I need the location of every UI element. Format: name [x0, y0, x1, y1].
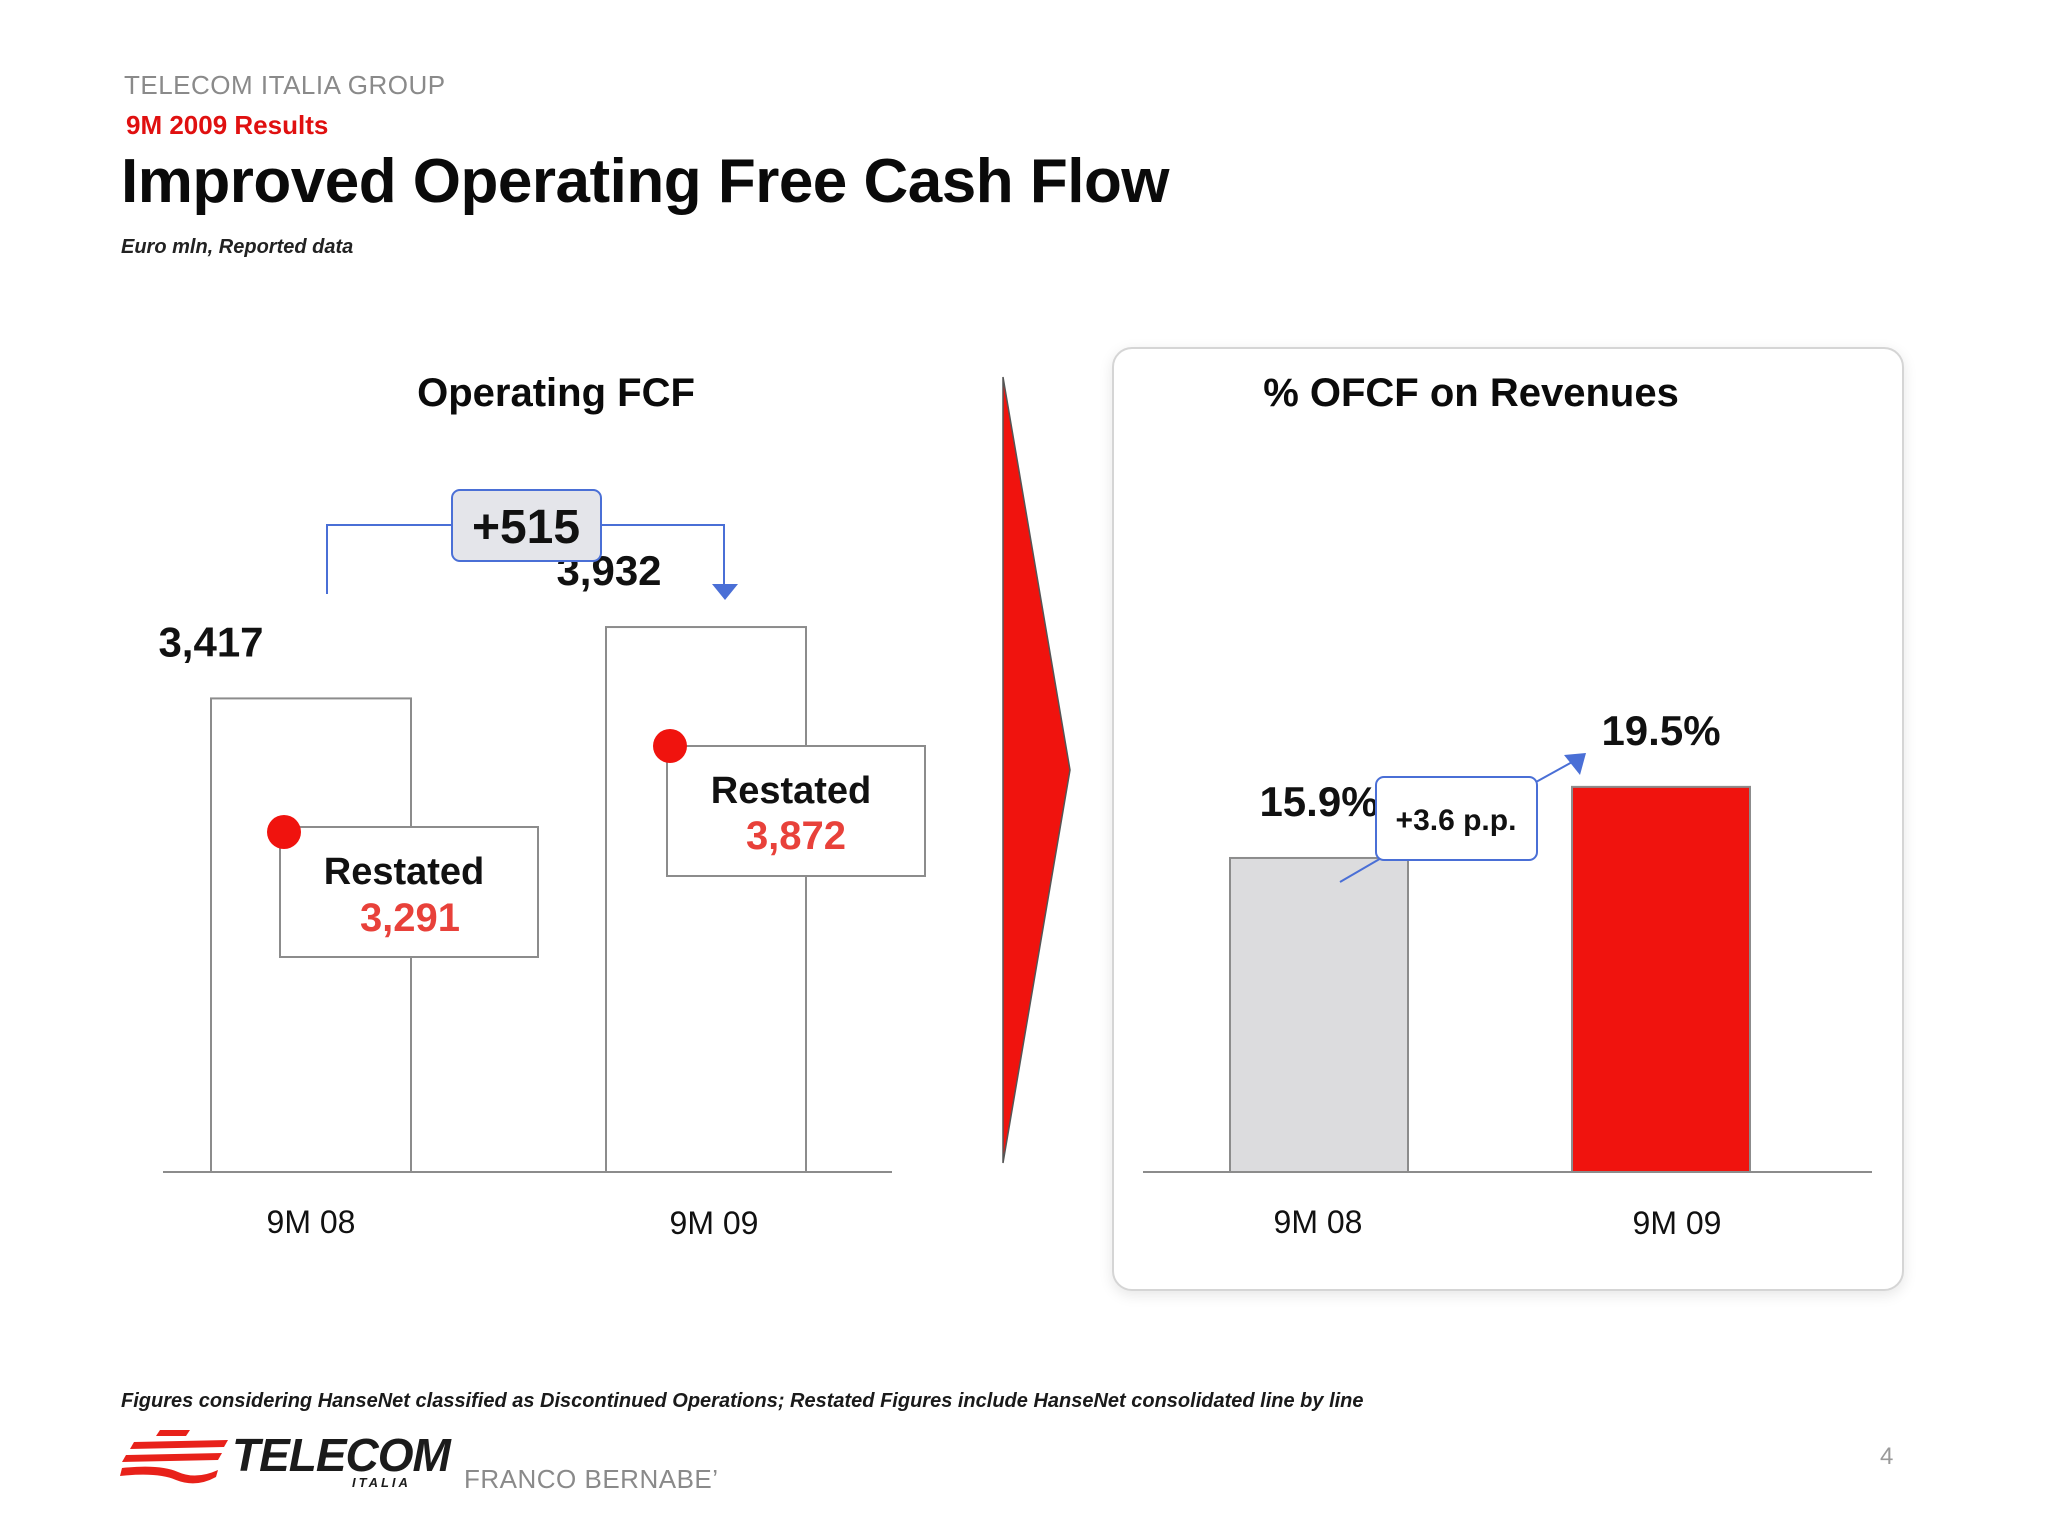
- ofcf-bar-9m08: [1229, 856, 1409, 1173]
- restated-value-9m08: 3,291: [360, 896, 460, 940]
- ofcf-category-9m09: 9M 09: [1633, 1205, 1722, 1241]
- restated-label-9m09: Restated: [711, 770, 872, 812]
- restated-label-9m08: Restated: [324, 851, 485, 893]
- page-title: Improved Operating Free Cash Flow: [121, 147, 1170, 216]
- fcf-bar-9m09: [605, 626, 807, 1173]
- restated-box-9m09: [666, 745, 926, 877]
- operating-fcf-title: Operating FCF: [417, 371, 695, 415]
- fcf-value-9m08: 3,417: [158, 618, 263, 665]
- restated-dot-9m08: [267, 815, 301, 849]
- units-note: Euro mln, Reported data: [121, 236, 354, 258]
- group-label: TELECOM ITALIA GROUP: [124, 70, 446, 100]
- ofcf-value-9m09: 19.5%: [1601, 707, 1720, 754]
- restated-box-9m08: [279, 826, 539, 958]
- restated-dot-9m09: [653, 729, 687, 763]
- ofcf-bar-9m09: [1571, 785, 1751, 1173]
- ofcf-delta-line-lower: [1339, 856, 1384, 883]
- transition-arrow: [1002, 376, 1071, 1164]
- logo-wordmark: TELECOM: [232, 1429, 451, 1481]
- ofcf-value-9m08: 15.9%: [1259, 778, 1378, 825]
- ofcf-delta-box: [1375, 776, 1538, 861]
- fcf-delta-box: [451, 489, 602, 562]
- ofcf-delta-line-upper: [1535, 760, 1575, 783]
- logo-subtext: ITALIA: [352, 1475, 411, 1490]
- ofcf-delta-label: +3.6 p.p.: [1396, 804, 1517, 837]
- telecom-logo-icon: [120, 1426, 230, 1490]
- page-number: 4: [1880, 1443, 1894, 1470]
- ofcf-revenue-title: % OFCF on Revenues: [1263, 371, 1679, 415]
- ofcf-delta-arrowhead: [1564, 753, 1586, 775]
- fcf-delta-arrowhead: [712, 584, 738, 600]
- fcf-delta-label: +515: [472, 501, 580, 554]
- fcf-category-9m08: 9M 08: [267, 1204, 356, 1240]
- footnote: Figures considering HanseNet classified …: [121, 1390, 1364, 1412]
- presenter-name: FRANCO BERNABE’: [464, 1464, 719, 1494]
- restated-value-9m09: 3,872: [746, 814, 846, 858]
- results-label: 9M 2009 Results: [126, 110, 329, 140]
- fcf-category-9m09: 9M 09: [670, 1205, 759, 1241]
- ofcf-category-9m08: 9M 08: [1274, 1204, 1363, 1240]
